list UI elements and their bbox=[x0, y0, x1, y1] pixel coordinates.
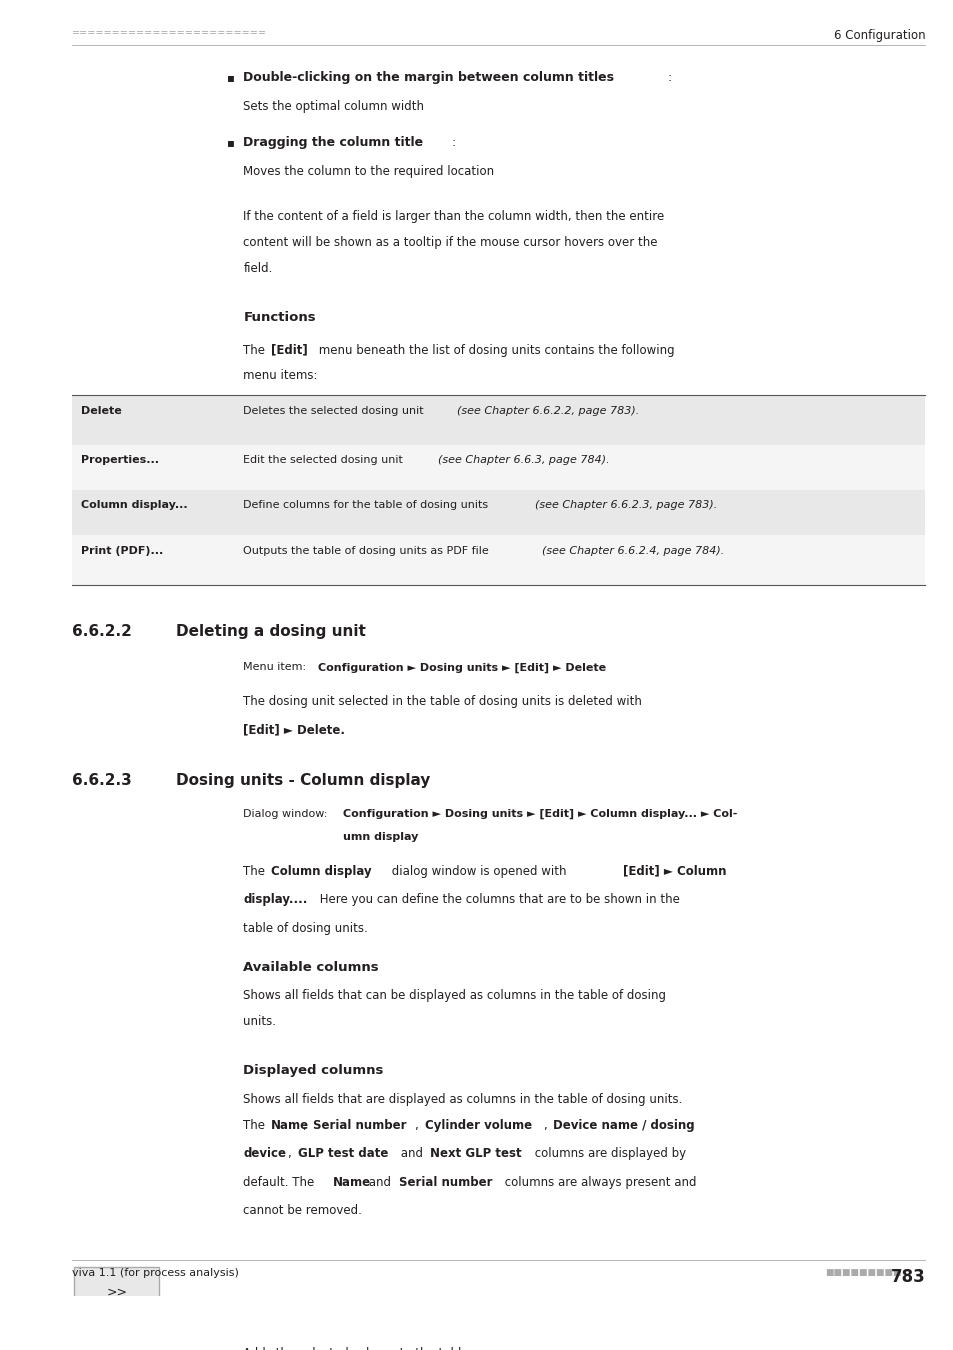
Text: Delete: Delete bbox=[81, 406, 122, 416]
FancyBboxPatch shape bbox=[71, 396, 924, 444]
Text: Menu item:: Menu item: bbox=[243, 663, 310, 672]
FancyBboxPatch shape bbox=[71, 490, 924, 536]
Text: Available columns: Available columns bbox=[243, 961, 378, 973]
Text: Sets the optimal column width: Sets the optimal column width bbox=[243, 100, 424, 113]
Text: Serial number: Serial number bbox=[313, 1119, 406, 1131]
FancyBboxPatch shape bbox=[71, 444, 924, 490]
Text: [Edit] ► Delete.: [Edit] ► Delete. bbox=[243, 724, 345, 736]
Text: viva 1.1 (for process analysis): viva 1.1 (for process analysis) bbox=[71, 1268, 238, 1278]
Text: Next GLP test: Next GLP test bbox=[430, 1148, 521, 1161]
Text: 6 Configuration: 6 Configuration bbox=[833, 28, 924, 42]
Text: Moves the column to the required location: Moves the column to the required locatio… bbox=[243, 165, 494, 178]
Text: and: and bbox=[396, 1148, 426, 1161]
Text: display....: display.... bbox=[243, 894, 307, 906]
Text: menu items:: menu items: bbox=[243, 370, 317, 382]
Text: ,: , bbox=[415, 1119, 422, 1131]
Text: ,: , bbox=[303, 1119, 311, 1131]
Text: If the content of a field is larger than the column width, then the entire: If the content of a field is larger than… bbox=[243, 211, 664, 223]
Text: default. The: default. The bbox=[243, 1176, 318, 1189]
Text: The: The bbox=[243, 865, 269, 878]
Text: Column display...: Column display... bbox=[81, 501, 188, 510]
Text: [Edit]: [Edit] bbox=[271, 343, 308, 356]
Text: ▪: ▪ bbox=[227, 72, 234, 84]
Text: Properties...: Properties... bbox=[81, 455, 159, 464]
Text: >>: >> bbox=[106, 1285, 128, 1299]
Text: Dragging the column title: Dragging the column title bbox=[243, 136, 423, 148]
Text: :: : bbox=[451, 136, 455, 148]
Text: Functions: Functions bbox=[243, 310, 315, 324]
Text: ▪: ▪ bbox=[227, 136, 234, 148]
Text: table of dosing units.: table of dosing units. bbox=[243, 922, 368, 934]
Text: field.: field. bbox=[243, 262, 273, 275]
Text: ========================: ======================== bbox=[71, 28, 266, 39]
Text: Edit the selected dosing unit: Edit the selected dosing unit bbox=[243, 455, 406, 464]
Text: Here you can define the columns that are to be shown in the: Here you can define the columns that are… bbox=[315, 894, 679, 906]
Text: Deletes the selected dosing unit: Deletes the selected dosing unit bbox=[243, 406, 427, 416]
Text: Print (PDF)...: Print (PDF)... bbox=[81, 545, 163, 556]
Text: Configuration ► Dosing units ► [Edit] ► Column display... ► Col-: Configuration ► Dosing units ► [Edit] ► … bbox=[343, 809, 737, 819]
Text: The dosing unit selected in the table of dosing units is deleted with: The dosing unit selected in the table of… bbox=[243, 695, 641, 707]
Text: menu beneath the list of dosing units contains the following: menu beneath the list of dosing units co… bbox=[314, 343, 674, 356]
Text: (see Chapter 6.6.2.3, page 783).: (see Chapter 6.6.2.3, page 783). bbox=[535, 501, 717, 510]
Text: Device name / dosing: Device name / dosing bbox=[553, 1119, 694, 1131]
Text: columns are always present and: columns are always present and bbox=[500, 1176, 696, 1189]
Text: Define columns for the table of dosing units: Define columns for the table of dosing u… bbox=[243, 501, 492, 510]
Text: 6.6.2.2: 6.6.2.2 bbox=[71, 624, 132, 639]
Text: [Edit] ► Column: [Edit] ► Column bbox=[622, 865, 725, 878]
Text: Displayed columns: Displayed columns bbox=[243, 1064, 383, 1077]
Text: cannot be removed.: cannot be removed. bbox=[243, 1204, 362, 1218]
Text: umn display: umn display bbox=[343, 833, 418, 842]
Text: The: The bbox=[243, 1119, 269, 1131]
Text: 6.6.2.3: 6.6.2.3 bbox=[71, 772, 132, 787]
Text: device: device bbox=[243, 1148, 286, 1161]
FancyBboxPatch shape bbox=[74, 1266, 159, 1318]
Text: Cylinder volume: Cylinder volume bbox=[424, 1119, 531, 1131]
FancyBboxPatch shape bbox=[71, 536, 924, 585]
Text: Serial number: Serial number bbox=[398, 1176, 492, 1189]
Text: Adds the selected column to the table.: Adds the selected column to the table. bbox=[243, 1347, 472, 1350]
Text: Outputs the table of dosing units as PDF file: Outputs the table of dosing units as PDF… bbox=[243, 545, 492, 556]
Text: Shows all fields that can be displayed as columns in the table of dosing: Shows all fields that can be displayed a… bbox=[243, 990, 665, 1002]
Text: Name: Name bbox=[271, 1119, 309, 1131]
Text: ,: , bbox=[288, 1148, 295, 1161]
Text: units.: units. bbox=[243, 1015, 276, 1029]
Text: The: The bbox=[243, 343, 269, 356]
Text: GLP test date: GLP test date bbox=[297, 1148, 388, 1161]
Text: Double-clicking on the margin between column titles: Double-clicking on the margin between co… bbox=[243, 72, 614, 84]
Text: columns are displayed by: columns are displayed by bbox=[531, 1148, 686, 1161]
Text: dialog window is opened with: dialog window is opened with bbox=[388, 865, 570, 878]
Text: Deleting a dosing unit: Deleting a dosing unit bbox=[176, 624, 366, 639]
Text: Column display: Column display bbox=[271, 865, 371, 878]
Text: (see Chapter 6.6.2.4, page 784).: (see Chapter 6.6.2.4, page 784). bbox=[541, 545, 723, 556]
Text: Dialog window:: Dialog window: bbox=[243, 809, 331, 819]
Text: ,: , bbox=[543, 1119, 551, 1131]
Text: Configuration ► Dosing units ► [Edit] ► Delete: Configuration ► Dosing units ► [Edit] ► … bbox=[317, 663, 605, 672]
Text: (see Chapter 6.6.3, page 784).: (see Chapter 6.6.3, page 784). bbox=[437, 455, 609, 464]
Text: (see Chapter 6.6.2.2, page 783).: (see Chapter 6.6.2.2, page 783). bbox=[456, 406, 639, 416]
Text: :: : bbox=[667, 72, 671, 84]
Text: ■■■■■■■■■: ■■■■■■■■■ bbox=[824, 1268, 901, 1277]
Text: content will be shown as a tooltip if the mouse cursor hovers over the: content will be shown as a tooltip if th… bbox=[243, 236, 657, 248]
Text: Shows all fields that are displayed as columns in the table of dosing units.: Shows all fields that are displayed as c… bbox=[243, 1094, 682, 1106]
Text: 783: 783 bbox=[890, 1268, 924, 1287]
Text: and: and bbox=[365, 1176, 395, 1189]
Text: Name: Name bbox=[333, 1176, 371, 1189]
Text: Dosing units - Column display: Dosing units - Column display bbox=[176, 772, 431, 787]
